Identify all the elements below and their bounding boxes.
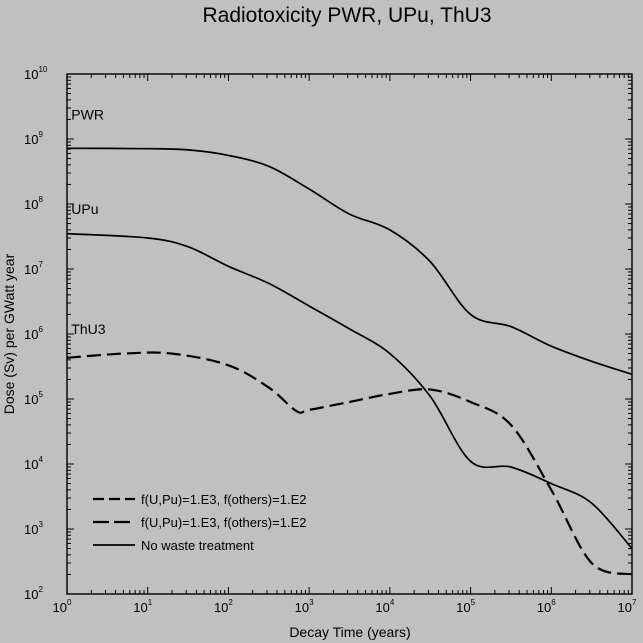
x-tick-label: 106 <box>537 598 556 615</box>
y-axis-label: Dose (Sv) per GWatt year <box>1 253 17 414</box>
y-tick-labels: 102 103 104 105 106 107 108 109 1010 <box>24 65 48 602</box>
series-line-1 <box>66 147 633 376</box>
x-tick-label: 105 <box>456 598 475 615</box>
x-tick-label: 101 <box>133 598 152 615</box>
curve-label-1: PWR <box>71 106 104 122</box>
legend: f(U,Pu)=1.E3, f(others)=1.E2 f(U,Pu)=1.E3… <box>93 492 306 553</box>
curve-labels: PWR UPu ThU3 <box>71 106 105 337</box>
chart-title: Radiotoxicity PWR, UPu, ThU3 <box>202 4 491 27</box>
series-line-3 <box>66 351 633 576</box>
y-tick-label: 106 <box>24 325 43 342</box>
legend-label-3: No waste treatment <box>141 538 254 553</box>
y-tick-label: 103 <box>24 520 43 537</box>
series-line-2 <box>66 232 633 550</box>
y-tick-label: 107 <box>24 260 43 277</box>
x-tick-label: 102 <box>214 598 233 615</box>
x-tick-label: 107 <box>618 598 637 615</box>
y-tick-label: 104 <box>24 455 43 472</box>
x-tick-label: 103 <box>295 598 314 615</box>
x-tick-labels: 100 101 102 103 104 105 106 107 <box>53 598 637 615</box>
series-lines <box>66 147 633 576</box>
x-tick-label: 104 <box>375 598 394 615</box>
curve-label-3: ThU3 <box>71 321 105 337</box>
y-tick-label: 108 <box>24 195 43 212</box>
legend-label-2: f(U,Pu)=1.E3, f(others)=1.E2 <box>141 515 306 530</box>
y-tick-label: 105 <box>24 390 43 407</box>
y-tick-label: 1010 <box>24 65 48 82</box>
y-tick-label: 102 <box>24 585 43 602</box>
x-axis-label: Decay Time (years) <box>289 624 410 640</box>
legend-label-1: f(U,Pu)=1.E3, f(others)=1.E2 <box>141 492 306 507</box>
axis-ticks <box>66 73 633 595</box>
curve-label-2: UPu <box>71 201 98 217</box>
x-tick-label: 100 <box>53 598 72 615</box>
y-tick-label: 109 <box>24 130 43 147</box>
